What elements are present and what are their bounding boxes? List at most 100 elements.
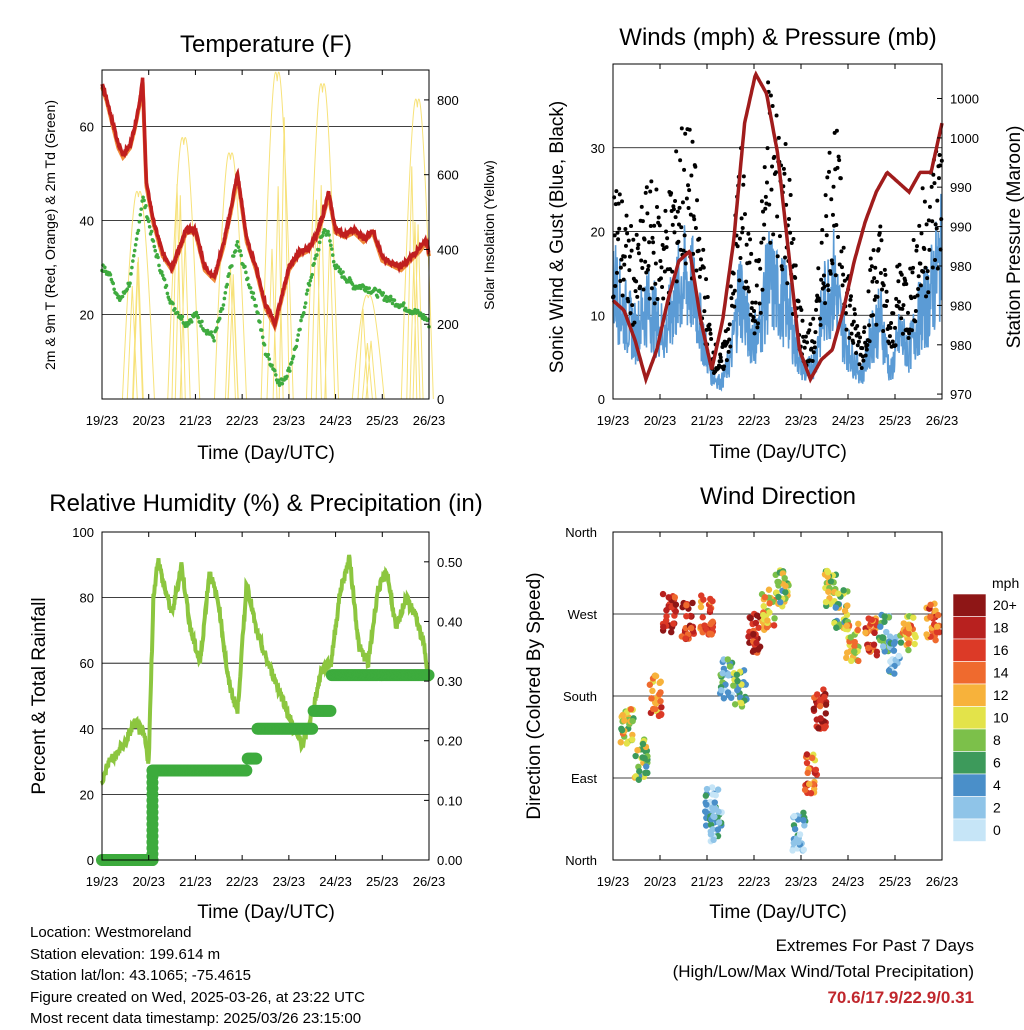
gust-point — [751, 315, 756, 320]
dewpoint-point — [209, 330, 214, 334]
direction-point — [782, 589, 789, 596]
gust-point — [783, 255, 788, 260]
direction-x-tick-label: 25/23 — [879, 874, 912, 889]
gust-point — [652, 301, 657, 306]
gust-point — [619, 257, 624, 262]
gust-point — [837, 158, 842, 163]
gust-point — [823, 301, 828, 306]
gust-point — [802, 345, 807, 350]
gust-point — [644, 185, 649, 190]
gust-point — [627, 268, 632, 273]
gust-point — [933, 258, 938, 263]
gust-point — [923, 265, 928, 270]
gust-point — [829, 197, 834, 202]
direction-point — [703, 801, 710, 808]
precipitation-point — [324, 704, 337, 717]
gust-point — [701, 265, 706, 270]
gust-point — [841, 272, 846, 277]
dewpoint-point — [128, 281, 132, 286]
dewpoint-point — [243, 264, 247, 269]
direction-point — [715, 819, 723, 826]
dewpoint-point — [328, 239, 332, 243]
gust-point — [924, 222, 929, 227]
gust-point — [788, 193, 793, 198]
direction-point — [870, 641, 878, 648]
temperature-x-tick-label: 26/23 — [413, 413, 446, 428]
dewpoint-point — [302, 311, 306, 315]
gust-point — [833, 273, 838, 278]
direction-point — [753, 639, 760, 647]
gust-point — [674, 149, 679, 154]
gust-point — [731, 291, 736, 296]
direction-point — [927, 613, 934, 621]
gust-point — [682, 233, 687, 238]
humidity-x-tick-label: 23/23 — [273, 874, 306, 889]
gust-point — [855, 323, 860, 328]
gust-point — [760, 287, 765, 292]
gust-point — [931, 172, 936, 177]
gust-point — [935, 266, 940, 271]
gust-point — [661, 296, 666, 301]
gust-point — [779, 264, 784, 269]
gust-point — [728, 284, 733, 289]
gust-point — [674, 279, 679, 284]
direction-x-tick-label: 26/23 — [926, 874, 959, 889]
direction-point — [628, 736, 636, 743]
gust-point — [916, 287, 921, 292]
gust-point — [849, 331, 854, 336]
gust-point — [825, 175, 830, 180]
gust-point — [850, 322, 855, 327]
gust-point — [927, 247, 932, 252]
direction-point — [708, 631, 715, 638]
temperature-x-tick-label: 24/23 — [319, 413, 352, 428]
direction-point — [891, 670, 898, 677]
gust-point — [867, 323, 872, 328]
direction-point — [617, 739, 624, 746]
direction-point — [883, 628, 890, 636]
gust-point — [929, 184, 934, 189]
direction-point — [881, 618, 888, 625]
direction-point — [702, 792, 710, 799]
gust-point — [852, 307, 857, 312]
direction-point — [933, 623, 941, 630]
dewpoint-point — [120, 294, 125, 299]
gust-point — [623, 226, 628, 231]
winds-left-tick-label: 10 — [591, 308, 605, 323]
dewpoint-point — [259, 328, 264, 332]
direction-point — [841, 607, 849, 615]
dewpoint-point — [294, 344, 299, 349]
gust-point — [872, 276, 877, 281]
gust-point — [861, 358, 866, 363]
gust-point — [748, 312, 753, 317]
gust-point — [884, 289, 889, 294]
dewpoint-point — [153, 248, 158, 253]
gust-point — [615, 230, 620, 235]
gust-point — [918, 261, 923, 266]
direction-point — [862, 629, 869, 636]
gust-point — [614, 189, 619, 194]
direction-point — [699, 614, 706, 621]
dewpoint-point — [131, 253, 136, 258]
direction-point — [890, 647, 898, 654]
dewpoint-point — [196, 315, 201, 320]
dewpoint-point — [152, 244, 157, 249]
gust-point — [926, 218, 931, 223]
gust-point — [793, 263, 798, 268]
gust-point — [651, 240, 656, 245]
direction-point — [824, 568, 832, 576]
dewpoint-point — [388, 294, 393, 299]
gust-point — [783, 142, 788, 147]
gust-point — [664, 245, 669, 250]
gust-point — [787, 177, 792, 182]
direction-point — [665, 594, 672, 601]
direction-point — [827, 578, 835, 585]
speed-legend-label: 18 — [993, 620, 1009, 636]
dewpoint-point — [225, 282, 229, 287]
temperature-left-tick-label: 40 — [80, 213, 94, 228]
direction-point — [855, 620, 862, 628]
direction-point — [813, 691, 821, 698]
winds-plot-area — [611, 70, 944, 400]
gust-point — [859, 366, 864, 371]
direction-tick-label: East — [571, 771, 597, 786]
humidity-ticks: 0 20 40 60 80 100 0.00 0.10 0.20 0.30 0.40 0.50 19/2… — [72, 525, 462, 889]
